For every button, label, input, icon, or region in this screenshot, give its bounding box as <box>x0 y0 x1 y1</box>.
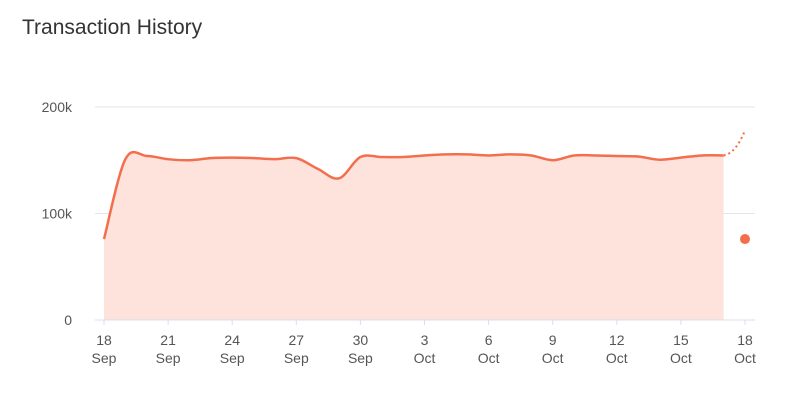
marker-layer <box>740 234 750 245</box>
x-tick-month: Sep <box>348 350 373 366</box>
chart-title: Transaction History <box>22 16 203 39</box>
x-tick-day: 18 <box>737 332 753 348</box>
x-tick-day: 9 <box>549 332 557 348</box>
x-tick-day: 15 <box>673 332 689 348</box>
x-tick-month: Sep <box>92 350 117 366</box>
tick-layer: 0 100k 200k 18 Sep 21 Sep 24 Sep 27 Sep 30 Sep 3 Oct 6 O… <box>42 99 756 366</box>
area-layer <box>104 152 724 320</box>
x-tick-day: 6 <box>485 332 493 348</box>
x-tick-day: 27 <box>289 332 305 348</box>
x-tick-day: 30 <box>353 332 369 348</box>
data-point-marker <box>740 234 750 245</box>
y-tick-label: 0 <box>64 312 72 328</box>
axis-layer <box>95 319 755 325</box>
x-tick-month: Sep <box>220 350 245 366</box>
series-area <box>104 152 724 320</box>
x-tick-month: Oct <box>414 350 436 366</box>
x-tick-day: 3 <box>421 332 429 348</box>
x-tick-month: Oct <box>606 350 628 366</box>
x-tick-month: Oct <box>734 350 756 366</box>
x-tick-month: Oct <box>478 350 500 366</box>
x-tick-day: 12 <box>609 332 625 348</box>
x-tick-day: 21 <box>160 332 176 348</box>
x-tick-month: Oct <box>542 350 564 366</box>
x-tick-month: Sep <box>156 350 181 366</box>
x-tick-month: Sep <box>284 350 309 366</box>
x-tick-day: 24 <box>224 332 240 348</box>
x-tick-month: Oct <box>670 350 692 366</box>
projection-line <box>723 130 746 157</box>
y-tick-label: 100k <box>42 206 73 222</box>
line-layer <box>102 130 746 240</box>
series-line <box>102 150 724 240</box>
x-tick-day: 18 <box>96 332 112 348</box>
y-tick-label: 200k <box>42 99 73 115</box>
